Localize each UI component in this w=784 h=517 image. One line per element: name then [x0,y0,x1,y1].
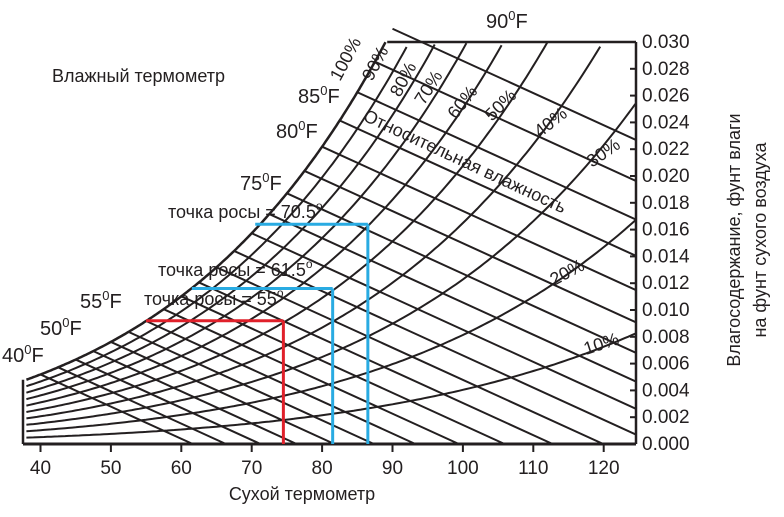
x-tick-label: 40 [30,458,51,479]
x-tick-label: 110 [518,458,548,479]
y-tick-label: 0.018 [642,193,690,214]
wet-bulb-title: Влажный термометр [52,66,225,86]
y-tick-label: 0.024 [642,112,690,133]
chart-text: 40 50 60 70 80 90 100 110 120 0.000 0.002 0.004 0.00… [2,8,770,504]
y-tick-label: 0.010 [642,300,690,321]
wet-bulb-label: 750F [240,170,282,195]
y-tick-label: 0.000 [642,434,690,455]
wet-bulb-line [251,232,637,410]
y-tick-label: 0.022 [642,139,690,160]
rh-label: 20% [546,255,587,290]
dew-point-label: точка росы = 61.5o [158,257,313,280]
y-tick-label: 0.006 [642,354,690,375]
y-tick-label: 0.030 [642,32,690,53]
x-tick-label: 100 [447,458,479,479]
wet-bulb-line [268,213,637,383]
wet-bulb-line [57,366,227,445]
wet-bulb-label: 500F [40,315,82,340]
y-tick-label: 0.026 [642,86,690,107]
x-tick-label: 60 [171,458,192,479]
rh-curve-30 [26,103,637,426]
dew-point-label: точка росы = 70.5o [168,199,323,222]
y-axis-title-line: на фунт сухого воздуха [750,141,770,337]
rh-label: 100% [326,34,365,84]
y-tick-label: 0.004 [642,380,690,401]
rh-curve-60 [26,44,503,407]
rh-label: 90% [358,43,393,84]
y-tick-label: 0.012 [642,273,690,294]
y-tick-label: 0.020 [642,166,690,187]
y-tick-label: 0.028 [642,59,690,80]
y-tick-label: 0.008 [642,327,690,348]
rh-curve-90 [26,46,408,388]
rh-curve-80 [26,44,436,394]
rh-label: 50% [481,85,521,125]
wet-bulb-label: 550F [80,288,122,313]
rh-curve-20 [26,219,637,433]
rh-curve-70 [26,42,468,401]
wet-bulb-line [145,320,416,445]
x-tick-label: 70 [241,458,262,479]
wet-bulb-label: 900F [486,8,528,33]
wet-bulb-line [339,119,637,257]
wet-bulb-label: 400F [2,342,44,367]
wet-bulb-line [392,27,637,141]
wet-bulb-label: 800F [276,118,318,143]
x-tick-label: 90 [382,458,403,479]
wet-bulb-line [198,281,554,445]
wet-bulb-line [40,373,194,445]
wet-bulb-label: 850F [298,83,340,108]
y-axis-title-line: Влагосодержание, фунт влаги [724,113,744,366]
wet-bulb-line [92,350,298,445]
rh-curve-10 [26,332,636,439]
chart-lines [21,27,638,446]
wet-bulb-line [75,358,261,445]
y-tick-label: 0.016 [642,220,690,241]
saturation-curve [26,41,387,381]
wet-bulb-line [356,91,637,221]
wet-bulb-line [233,250,637,436]
wet-bulb-line [110,341,335,445]
x-tick-label: 80 [312,458,333,479]
y-tick-label: 0.014 [642,246,690,267]
axis-ticks [39,41,636,452]
rh-curve-40 [26,46,602,420]
wet-bulb-line [163,308,460,445]
x-tick-label: 120 [588,458,620,479]
x-tick-label: 50 [100,458,121,479]
wet-bulb-line [321,145,637,291]
wet-bulb-line [216,266,604,445]
y-tick-label: 0.002 [642,407,690,428]
wet-bulb-line [304,170,637,324]
dew-point-label: точка росы = 55o [144,286,284,309]
rh-label: 10% [581,329,621,359]
wet-bulb-line [374,60,637,182]
wet-bulb-line [286,192,637,354]
dew-point-lines [146,222,370,444]
x-axis-title: Сухой термометр [229,484,375,504]
